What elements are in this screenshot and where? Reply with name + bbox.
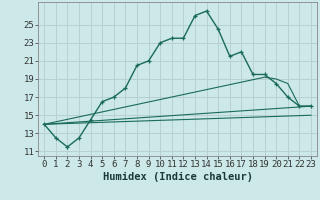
X-axis label: Humidex (Indice chaleur): Humidex (Indice chaleur) (103, 172, 252, 182)
